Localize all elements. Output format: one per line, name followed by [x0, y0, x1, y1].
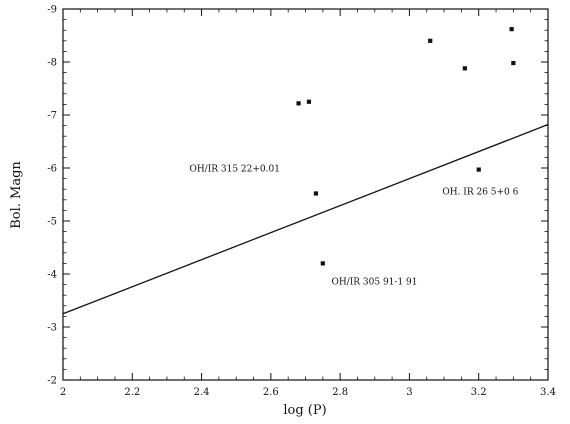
y-tick-label: -7: [47, 111, 57, 122]
y-tick-label: -6: [47, 164, 57, 175]
y-tick-label: -8: [47, 58, 57, 69]
annotation-label: OH/IR 305 91-1 91: [331, 278, 417, 288]
data-point: [306, 99, 312, 104]
data-marks: OH/IR 315 22+0.01 OH. IR 26 5+0 6 OH/IR 30…: [62, 27, 549, 315]
data-point: [509, 27, 514, 32]
data-point: [428, 38, 433, 43]
y-tick-label: -9: [47, 5, 57, 16]
x-tick-label: 2.8: [332, 387, 348, 398]
y-tick-label: -5: [47, 217, 57, 228]
x-axis-label: log (P): [283, 403, 326, 418]
x-tick-label: 2.4: [194, 387, 210, 398]
data-point: [313, 191, 318, 196]
y-tick-label: -2: [47, 376, 57, 387]
x-tick-label: 2.2: [124, 387, 140, 398]
data-point: [511, 60, 516, 66]
x-tick-label: 3.4: [540, 387, 556, 398]
ticks: 2 2.2 2.4 2.6 2.8 3 3.2 3.4 -2 -3 -4 -5 -6 -7 -8 -9: [47, 5, 556, 399]
data-point: [462, 66, 467, 71]
x-tick-label: 3.2: [471, 387, 487, 398]
x-tick-label: 2: [60, 387, 66, 398]
x-tick-label: 3: [406, 387, 412, 398]
y-tick-label: -4: [47, 270, 57, 281]
annotation-label: OH/IR 315 22+0.01: [189, 165, 280, 175]
y-tick-label: -3: [47, 323, 57, 334]
y-axis-label: Bol. Magn: [9, 161, 24, 229]
data-point: [320, 261, 325, 266]
fit-line: [62, 123, 549, 315]
data-point: [476, 167, 481, 172]
annotation-label: OH. IR 26 5+0 6: [442, 188, 518, 198]
data-point: [296, 101, 301, 106]
x-tick-label: 2.6: [263, 387, 279, 398]
